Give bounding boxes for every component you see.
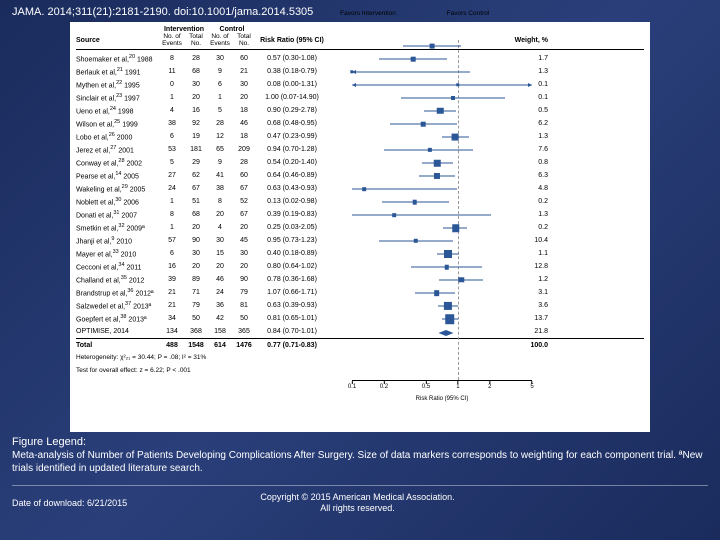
figure-legend-text: Meta-analysis of Number of Patients Deve… [0,448,720,481]
figure-legend-label: Figure Legend: [0,432,720,448]
plot-axis: Risk Ratio (95% CI) 0.10.20.5125 [352,380,532,394]
hdr-int-events: No. of Events [160,33,184,47]
axis-label: Risk Ratio (95% CI) [352,396,532,402]
hdr-ctl-total: Total No. [232,33,256,47]
hdr-control: Control [208,26,256,33]
copyright: Copyright © 2015 American Medical Associ… [127,492,588,514]
hdr-fav-int: Favors Intervention [338,10,398,17]
hdr-intervention: Intervention [160,26,208,33]
hdr-source: Source [76,37,100,44]
hdr-ctl-events: No. of Events [208,33,232,47]
hdr-rr: Risk Ratio (95% CI) [260,37,324,44]
footer: Date of download: 6/21/2015 Copyright © … [0,490,720,516]
hdr-fav-ctl: Favors Control [438,10,498,17]
hdr-int-total: Total No. [184,33,208,47]
forest-plot-area: Risk Ratio (95% CI) 0.10.20.5125 [352,40,532,394]
forest-plot-figure: Source Intervention No. of Events Total … [70,22,650,432]
download-date: Date of download: 6/21/2015 [12,498,127,508]
separator [12,485,708,486]
